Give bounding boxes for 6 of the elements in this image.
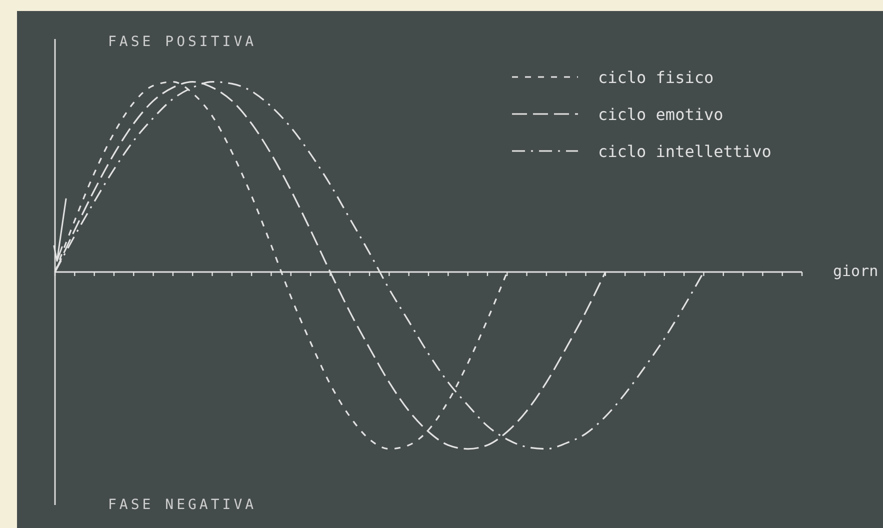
x-axis-title: giorn bbox=[833, 262, 878, 280]
legend-label: ciclo intellettivo bbox=[598, 142, 772, 160]
text: FASE POSITIVA bbox=[108, 33, 257, 51]
text: FASE NEGATIVA bbox=[108, 496, 257, 514]
legend-label: ciclo fisico bbox=[598, 68, 714, 86]
legend-label: ciclo emotivo bbox=[598, 104, 724, 124]
